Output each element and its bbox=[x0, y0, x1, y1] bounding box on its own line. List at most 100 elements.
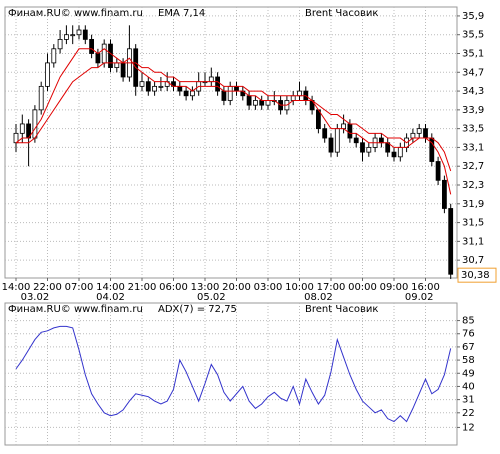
candle-body bbox=[57, 39, 63, 50]
candle-body bbox=[70, 34, 76, 37]
y-tick-label: 34,3 bbox=[462, 86, 484, 97]
candle-body bbox=[416, 128, 422, 134]
y-tick-label: 12 bbox=[462, 422, 475, 433]
y-tick-label: 35,5 bbox=[462, 30, 484, 41]
indicator-line bbox=[16, 62, 452, 172]
candle-body bbox=[397, 147, 403, 158]
date-label: 05.02 bbox=[197, 292, 226, 303]
candle-body bbox=[297, 90, 302, 97]
header: Финам.RU© www.finam.ru bbox=[8, 8, 143, 19]
candle-body bbox=[208, 76, 214, 83]
x-tick-label: 07:00 bbox=[65, 282, 94, 293]
candle-body bbox=[120, 62, 126, 78]
candle-body bbox=[158, 85, 164, 88]
candle-body bbox=[177, 85, 183, 92]
candle-body bbox=[423, 128, 428, 139]
x-tick-label: 22:00 bbox=[33, 282, 62, 293]
x-tick-label: 10:00 bbox=[285, 282, 314, 293]
y-tick-label: 35,9 bbox=[462, 11, 484, 22]
y-tick-label: 31,1 bbox=[462, 236, 484, 247]
candle-body bbox=[410, 132, 416, 139]
y-tick-label: 49 bbox=[462, 368, 475, 379]
date-label: 09.02 bbox=[405, 292, 434, 303]
y-tick-label: 33,5 bbox=[462, 124, 484, 135]
candle-body bbox=[391, 151, 397, 158]
x-tick-label: 06:00 bbox=[159, 282, 188, 293]
y-tick-label: 32,3 bbox=[462, 180, 484, 191]
last-price-box bbox=[457, 267, 497, 283]
candle-body bbox=[435, 161, 441, 181]
chart-title: Brent Часовик bbox=[305, 304, 378, 315]
candle-body bbox=[89, 39, 94, 54]
candle-body bbox=[353, 137, 359, 144]
candle-body bbox=[347, 123, 353, 139]
y-tick-label: 58 bbox=[462, 355, 475, 366]
x-tick-label: 14:00 bbox=[96, 282, 125, 293]
y-tick-label: 30,7 bbox=[462, 255, 484, 266]
y-tick-label: 76 bbox=[462, 329, 475, 340]
candle-body bbox=[189, 90, 195, 97]
y-tick-label: 31,5 bbox=[462, 218, 484, 229]
candle-body bbox=[82, 29, 88, 40]
candle-body bbox=[145, 81, 151, 92]
y-tick-label: 85 bbox=[462, 316, 475, 327]
indicator-label: ADX(7) = 72,75 bbox=[158, 304, 237, 315]
y-tick-label: 33,1 bbox=[462, 142, 484, 153]
last-price-label: 30,38 bbox=[461, 270, 490, 281]
candle-body bbox=[183, 90, 189, 97]
x-tick-label: 00:00 bbox=[348, 282, 377, 293]
candle-body bbox=[139, 81, 145, 87]
candle-body bbox=[360, 142, 365, 153]
candle-body bbox=[221, 90, 227, 101]
candle-body bbox=[265, 100, 271, 106]
candle-body bbox=[152, 85, 158, 92]
candle-body bbox=[441, 179, 447, 209]
candle-body bbox=[341, 123, 347, 130]
candle-body bbox=[322, 128, 328, 139]
candle-body bbox=[114, 62, 120, 68]
candle-body bbox=[259, 100, 265, 106]
candle-body bbox=[108, 43, 113, 68]
candle-body bbox=[45, 62, 50, 87]
candle-body bbox=[38, 85, 44, 111]
x-tick-label: 03:00 bbox=[254, 282, 283, 293]
candle-body bbox=[64, 34, 69, 40]
candle-body bbox=[32, 109, 38, 139]
x-tick-label: 14:00 bbox=[2, 282, 31, 293]
x-tick-label: 17:00 bbox=[317, 282, 346, 293]
y-tick-label: 32,7 bbox=[462, 161, 484, 172]
x-tick-label: 21:00 bbox=[128, 282, 157, 293]
candle-body bbox=[252, 100, 258, 106]
y-tick-label: 22 bbox=[462, 408, 475, 419]
x-tick-label: 16:00 bbox=[411, 282, 440, 293]
plot-area bbox=[4, 302, 458, 446]
candle-body bbox=[227, 85, 233, 101]
date-label: 08.02 bbox=[304, 292, 333, 303]
indicator-line bbox=[15, 325, 452, 423]
candle-body bbox=[19, 123, 25, 134]
candle-body bbox=[246, 95, 252, 106]
header: Финам.RU© www.finam.ru bbox=[8, 304, 143, 315]
candle-body bbox=[51, 48, 57, 64]
candle-body bbox=[101, 43, 107, 64]
candle-body bbox=[76, 29, 82, 36]
candle-body bbox=[95, 53, 101, 64]
candle-body bbox=[448, 208, 454, 275]
indicator-label: EMA 7,14 bbox=[158, 8, 205, 19]
date-label: 03.02 bbox=[21, 292, 50, 303]
candle-body bbox=[334, 128, 340, 153]
chart-title: Brent Часовик bbox=[305, 8, 378, 19]
x-tick-label: 20:00 bbox=[222, 282, 251, 293]
y-tick-label: 31,9 bbox=[462, 199, 484, 210]
y-tick-label: 31 bbox=[462, 395, 475, 406]
y-tick-label: 40 bbox=[462, 381, 475, 392]
candle-body bbox=[215, 76, 221, 92]
x-tick-label: 13:00 bbox=[191, 282, 220, 293]
indicator-line bbox=[15, 48, 452, 195]
y-tick-label: 67 bbox=[462, 342, 475, 353]
y-tick-label: 35,1 bbox=[462, 48, 484, 59]
date-label: 04.02 bbox=[96, 292, 125, 303]
x-tick-label: 09:00 bbox=[380, 282, 409, 293]
candle-body bbox=[234, 85, 239, 92]
